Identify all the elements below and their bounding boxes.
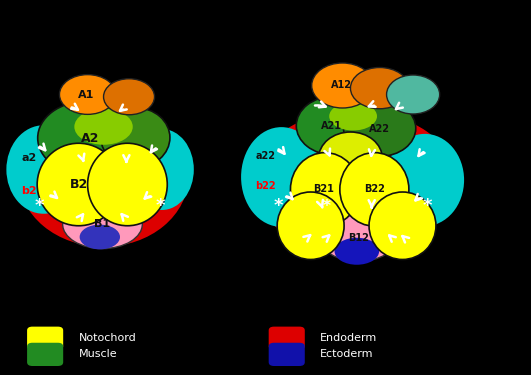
Ellipse shape — [335, 238, 379, 265]
Ellipse shape — [80, 225, 120, 249]
Text: *: * — [156, 196, 165, 214]
Text: A21: A21 — [321, 122, 342, 131]
Ellipse shape — [38, 101, 135, 175]
Text: *: * — [423, 197, 432, 215]
Ellipse shape — [101, 108, 170, 168]
FancyBboxPatch shape — [27, 343, 63, 366]
Ellipse shape — [104, 79, 155, 115]
Text: B1: B1 — [95, 219, 110, 229]
FancyBboxPatch shape — [269, 343, 305, 366]
Text: *: * — [35, 196, 45, 214]
Ellipse shape — [241, 127, 322, 227]
Ellipse shape — [344, 100, 416, 156]
Ellipse shape — [59, 75, 116, 114]
Text: B12: B12 — [348, 233, 369, 243]
Ellipse shape — [19, 106, 189, 247]
Ellipse shape — [386, 134, 464, 226]
Text: Notochord: Notochord — [79, 333, 136, 343]
Ellipse shape — [340, 153, 409, 226]
Text: Muscle: Muscle — [79, 350, 117, 359]
Text: a2: a2 — [22, 153, 37, 162]
Text: a22: a22 — [255, 151, 276, 160]
Ellipse shape — [74, 109, 133, 145]
Text: b22: b22 — [255, 181, 276, 190]
Ellipse shape — [6, 125, 81, 214]
Ellipse shape — [88, 143, 167, 226]
Text: b2: b2 — [21, 186, 37, 196]
Ellipse shape — [329, 102, 377, 130]
FancyBboxPatch shape — [269, 327, 305, 350]
Ellipse shape — [350, 68, 409, 109]
Text: B22: B22 — [364, 184, 385, 194]
Ellipse shape — [37, 143, 120, 226]
Ellipse shape — [369, 192, 436, 260]
FancyBboxPatch shape — [27, 327, 63, 350]
Text: A22: A22 — [369, 124, 390, 134]
Ellipse shape — [312, 63, 373, 108]
Text: Ectoderm: Ectoderm — [320, 350, 374, 359]
Text: A1: A1 — [79, 90, 95, 99]
Ellipse shape — [63, 200, 142, 249]
Ellipse shape — [387, 75, 440, 114]
Text: A2: A2 — [81, 132, 99, 144]
Text: A12: A12 — [331, 81, 352, 90]
Text: B21: B21 — [313, 184, 335, 194]
Ellipse shape — [320, 215, 397, 261]
Ellipse shape — [277, 192, 344, 260]
Ellipse shape — [130, 129, 194, 210]
Text: B2: B2 — [70, 178, 88, 191]
Text: *: * — [274, 197, 284, 215]
Text: Endoderm: Endoderm — [320, 333, 378, 343]
Ellipse shape — [290, 153, 359, 226]
Text: *: * — [322, 199, 331, 214]
Ellipse shape — [296, 96, 371, 155]
Ellipse shape — [319, 132, 382, 184]
Ellipse shape — [253, 111, 457, 253]
